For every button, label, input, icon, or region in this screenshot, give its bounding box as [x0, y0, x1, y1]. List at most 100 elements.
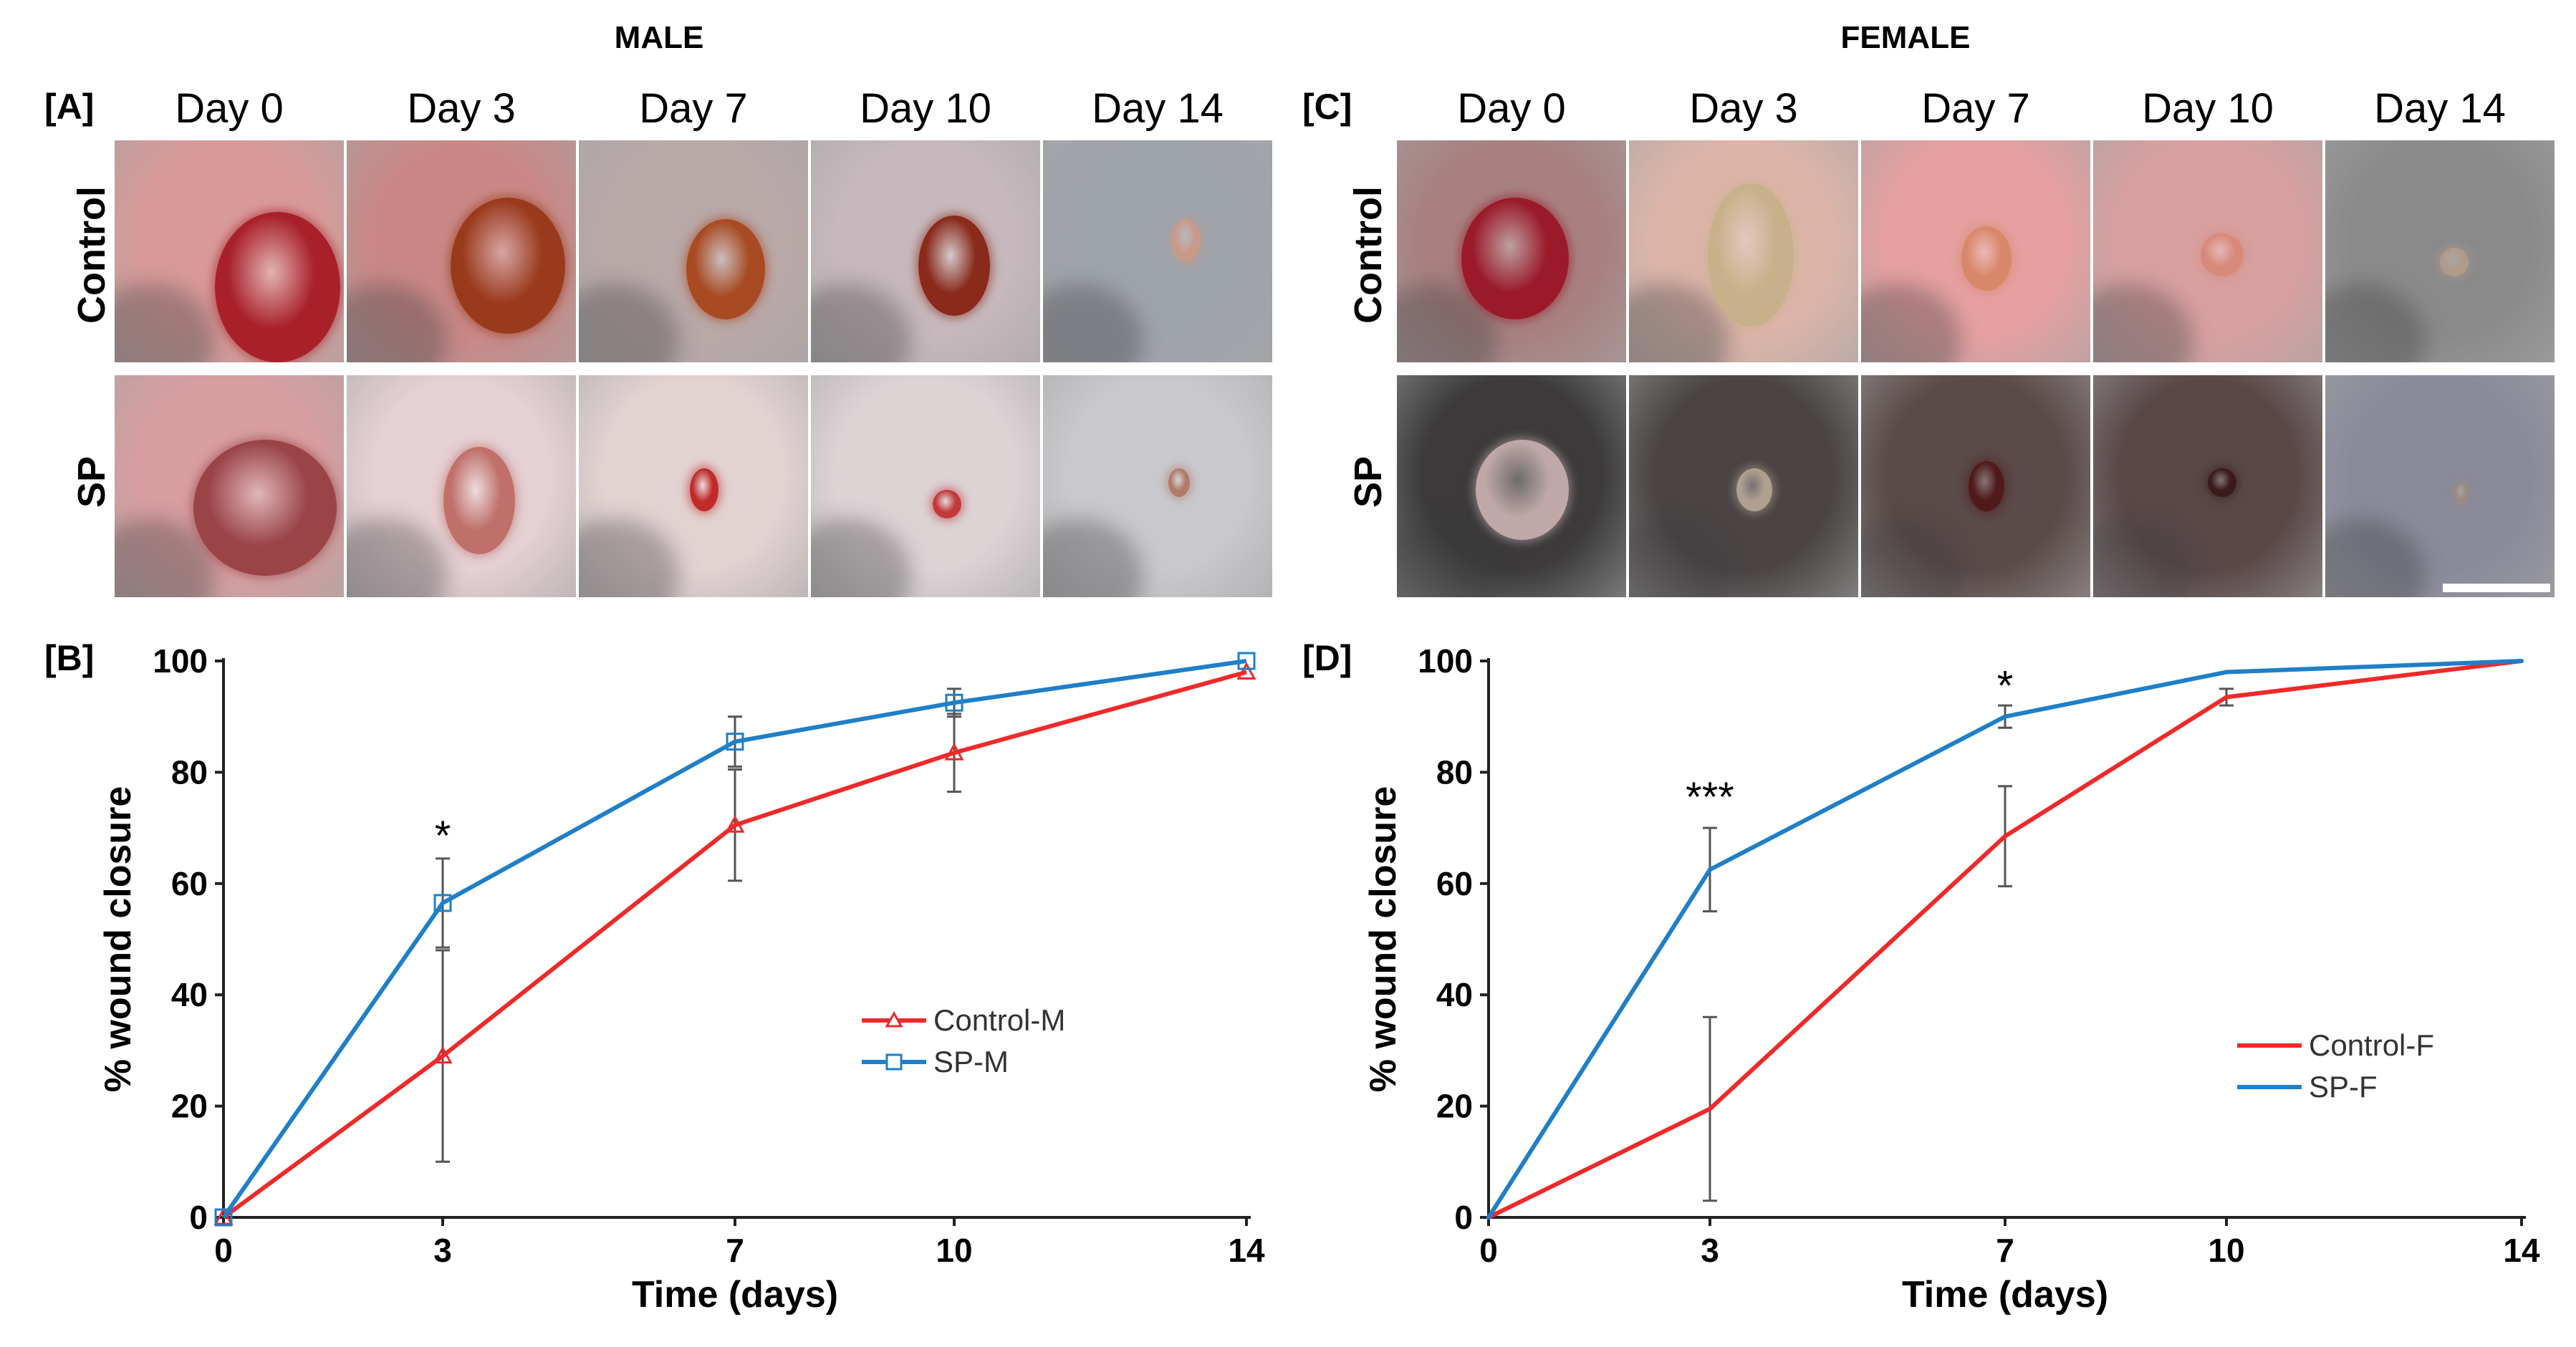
male-day-label-2: Day 7 — [639, 85, 748, 132]
chart-1-series-control-f-point-2 — [2003, 834, 2007, 839]
chart-0-series-control-m-line — [222, 670, 1247, 1220]
chart-b-male-wound-closure: 0 20 40 60 80 100 0 3 7 10 14 Time (days) % wound cl… — [97, 642, 1265, 1315]
chart-0-ytick-label-1: 20 — [171, 1088, 208, 1125]
chart-1-series-sp-f-point-3 — [2224, 670, 2229, 675]
chart-1-xtick-label-4: 14 — [2503, 1232, 2540, 1269]
chart-0-x-axis-label: Time (days) — [632, 1274, 838, 1315]
chart-0-significance-0: * — [435, 813, 451, 859]
chart-1-ytick-label-4: 80 — [1436, 753, 1473, 791]
chart-0-ytick-label-5: 100 — [153, 642, 208, 680]
chart-1-ytick-label-5: 100 — [1418, 642, 1473, 680]
male-day-label-1: Day 3 — [407, 85, 516, 132]
chart-0-legend-label-0: Control-M — [933, 1003, 1065, 1037]
chart-1-ytick-label-3: 60 — [1436, 865, 1473, 902]
chart-1-series-sp-f-point-1 — [1708, 867, 1712, 872]
male-photo-control-0 — [115, 140, 344, 362]
row-label-control-female: Control — [1347, 186, 1390, 324]
male-photo-sp-4 — [1043, 375, 1272, 597]
chart-1-legend-label-1: SP-F — [2309, 1070, 2378, 1104]
chart-0-series-sp-m-point-1 — [433, 894, 452, 912]
chart-1-series-sp-f-point-2 — [2003, 714, 2007, 719]
chart-1-series-sp-f-point-4 — [2519, 659, 2524, 663]
chart-0-ytick-label-4: 80 — [171, 753, 208, 791]
chart-0-series-sp-m-point-3 — [945, 693, 963, 712]
chart-1-xtick-label-3: 10 — [2208, 1232, 2244, 1269]
row-label-sp-male: SP — [70, 455, 113, 508]
chart-0-ytick-label-0: 0 — [189, 1199, 208, 1236]
panel-label-a: [A] — [44, 87, 95, 127]
female-photo-sp-3 — [2093, 375, 2322, 597]
male-photo-sp-1 — [347, 375, 576, 597]
chart-0-ytick-label-2: 40 — [171, 976, 208, 1013]
chart-1-legend-label-0: Control-F — [2309, 1028, 2434, 1062]
scale-bar — [2443, 584, 2550, 592]
female-day-label-0: Day 0 — [1457, 85, 1566, 132]
chart-0-xtick-label-4: 14 — [1228, 1232, 1265, 1269]
chart-0-series-control-m-point-1 — [433, 1046, 453, 1064]
female-photo-sp-1 — [1629, 375, 1858, 597]
chart-0-ytick-label-3: 60 — [171, 865, 208, 902]
male-photo-control-3 — [811, 140, 1040, 362]
chart-0-series-control-m-point-3 — [944, 743, 964, 761]
chart-1-series-control-f-line — [1487, 659, 2522, 1220]
male-photo-control-1 — [347, 140, 576, 362]
chart-0-series-control-m-point-4 — [1236, 662, 1256, 680]
male-day-label-3: Day 10 — [860, 85, 991, 132]
female-day-label-1: Day 3 — [1689, 85, 1798, 132]
chart-0-series-control-m-point-2 — [725, 815, 745, 833]
chart-1-series-sp-f-point-0 — [1486, 1215, 1491, 1220]
chart-1-xtick-label-2: 7 — [1996, 1232, 2014, 1269]
chart-1-series-control-f-point-3 — [2224, 695, 2229, 700]
chart-d-female-wound-closure: 0 20 40 60 80 100 0 3 7 10 14 Time (days) % wound cl… — [1363, 642, 2540, 1315]
male-photo-sp-3 — [811, 375, 1040, 597]
chart-0-series-sp-m-point-2 — [726, 733, 744, 751]
female-photo-control-3 — [2093, 140, 2322, 362]
chart-1-xtick-label-1: 3 — [1701, 1232, 1719, 1269]
female-photo-control-1 — [1629, 140, 1858, 362]
female-photo-sp-2 — [1861, 375, 2090, 597]
male-day-label-0: Day 0 — [175, 85, 284, 132]
chart-1-xtick-label-0: 0 — [1479, 1232, 1498, 1269]
row-label-control-male: Control — [70, 186, 113, 324]
female-photo-control-2 — [1861, 140, 2090, 362]
panel-label-b: [B] — [44, 638, 95, 678]
male-photo-control-4 — [1043, 140, 1272, 362]
female-photo-control-0 — [1397, 140, 1626, 362]
female-day-label-3: Day 10 — [2142, 85, 2274, 132]
male-photo-control-2 — [579, 140, 808, 362]
male-photo-sp-0 — [115, 375, 344, 597]
female-photo-sp-0 — [1397, 375, 1626, 597]
chart-1-significance-1: * — [1997, 662, 2014, 709]
chart-0-series-sp-m-line — [221, 659, 1247, 1219]
row-label-sp-female: SP — [1347, 455, 1390, 508]
chart-0-series-control-m-point-0 — [213, 1207, 234, 1225]
female-day-label-4: Day 14 — [2374, 85, 2506, 132]
male-day-label-4: Day 14 — [1092, 85, 1224, 132]
chart-0-series-sp-m-point-0 — [214, 1208, 233, 1227]
male-title: MALE — [614, 20, 704, 55]
chart-1-series-control-f-point-1 — [1708, 1106, 1712, 1111]
chart-0-xtick-label-2: 7 — [726, 1232, 744, 1269]
panel-label-c: [C] — [1302, 87, 1352, 127]
female-title: FEMALE — [1840, 20, 1971, 55]
chart-1-ytick-label-2: 40 — [1436, 976, 1473, 1013]
chart-0-xtick-label-0: 0 — [214, 1232, 233, 1269]
chart-0-xtick-label-1: 3 — [433, 1232, 452, 1269]
chart-0-y-axis-label: % wound closure — [97, 786, 139, 1093]
panel-label-d: [D] — [1302, 638, 1352, 678]
female-photo-control-4 — [2325, 140, 2555, 362]
chart-0-series-sp-m-point-4 — [1237, 652, 1256, 670]
female-day-label-2: Day 7 — [1921, 85, 2030, 132]
chart-1-series-sp-f-line — [1486, 659, 2522, 1219]
female-photo-sp-4 — [2325, 375, 2555, 597]
male-photo-sp-2 — [579, 375, 808, 597]
chart-1-x-axis-label: Time (days) — [1902, 1274, 2108, 1315]
chart-1-significance-0: *** — [1686, 774, 1734, 821]
chart-0-legend-marker-0 — [885, 1010, 903, 1028]
chart-0-legend-marker-1 — [885, 1053, 903, 1071]
chart-1-ytick-label-1: 20 — [1436, 1088, 1473, 1125]
chart-0-xtick-label-3: 10 — [936, 1232, 972, 1269]
chart-1-y-axis-label: % wound closure — [1363, 786, 1404, 1093]
chart-1-ytick-label-0: 0 — [1454, 1199, 1473, 1236]
chart-0-legend-label-1: SP-M — [933, 1045, 1009, 1078]
